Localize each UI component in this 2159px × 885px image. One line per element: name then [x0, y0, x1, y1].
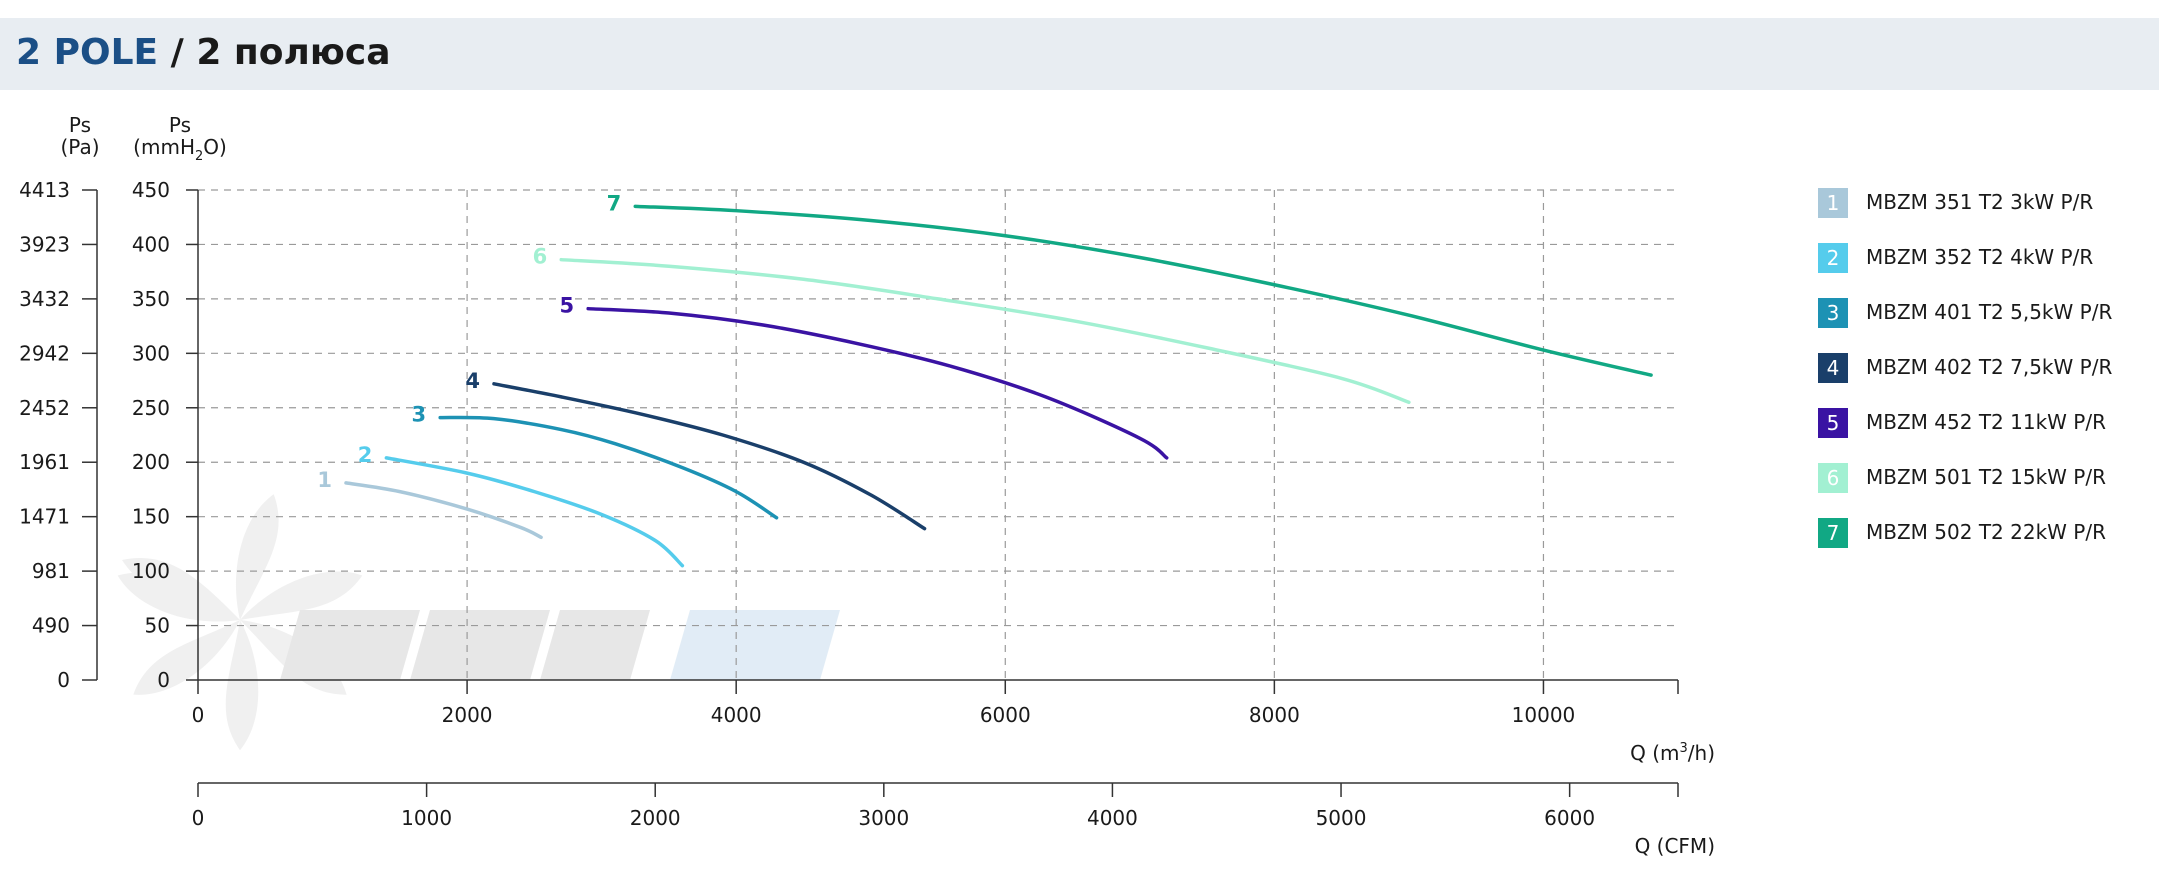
watermark-logo	[117, 494, 840, 751]
series-number-label: 7	[607, 191, 622, 215]
legend-swatch: 7	[1818, 518, 1848, 548]
y-axis-mmh2o-unit: (mmH2O)	[133, 135, 227, 164]
series-line-1	[344, 481, 543, 540]
x-axis-cfm-tick-label: 1000	[401, 806, 452, 830]
y-axis-pa-unit: (Pa)	[60, 135, 99, 159]
y-axis-mmh2o-tick-label: 250	[132, 396, 170, 420]
x-axis-cfm-tick-label: 3000	[858, 806, 909, 830]
page-title: 2 POLE / 2 полюса	[16, 32, 391, 73]
legend-label: MBZM 452 T2 11kW P/R	[1866, 410, 2106, 434]
y-axis-mmh2o-tick-label: 100	[132, 559, 170, 583]
y-axis-pa-tick-label: 1961	[19, 450, 70, 474]
y-axis-mmh2o-tick-label: 0	[157, 668, 170, 692]
series-number-label: 1	[317, 468, 332, 492]
y-axis-pa-tick-label: 4413	[19, 178, 70, 202]
x-axis-m3h-tick-label: 8000	[1249, 703, 1300, 727]
legend-label: MBZM 402 T2 7,5kW P/R	[1866, 355, 2113, 379]
legend-label: MBZM 352 T2 4kW P/R	[1866, 245, 2094, 269]
legend-label: MBZM 351 T2 3kW P/R	[1866, 190, 2094, 214]
legend-swatch: 5	[1818, 408, 1848, 438]
y-axis-mmh2o-tick-label: 350	[132, 287, 170, 311]
x-axis-cfm-tick-label: 0	[192, 806, 205, 830]
y-axis-mmh2o-tick-label: 450	[132, 178, 170, 202]
legend-label: MBZM 501 T2 15kW P/R	[1866, 465, 2106, 489]
x-axis-m3h-tick-label: 6000	[980, 703, 1031, 727]
y-axis-pa-tick-label: 3432	[19, 287, 70, 311]
x-axis-m3h-label-main: Q (m	[1630, 741, 1679, 765]
x-axis-m3h-tick-label: 4000	[711, 703, 762, 727]
chart-header: 2 POLE / 2 полюса	[0, 18, 2159, 90]
legend-swatch: 3	[1818, 298, 1848, 328]
series-line-7	[633, 204, 1653, 377]
series-line-6	[559, 257, 1411, 405]
x-axis-cfm-tick-label: 2000	[630, 806, 681, 830]
axes: 4413392334322942245219611471981490045040…	[19, 178, 1679, 830]
y-axis-pa-tick-label: 0	[57, 668, 70, 692]
y-axis-mmh2o-unit-end: O)	[203, 135, 227, 159]
series-line-3	[438, 415, 779, 520]
y-axis-mmh2o-tick-label: 300	[132, 341, 170, 365]
x-axis-cfm-tick-label: 5000	[1316, 806, 1367, 830]
y-axis-pa-label: Ps	[69, 113, 91, 137]
legend-swatch: 2	[1818, 243, 1848, 273]
series-number-label: 4	[465, 369, 480, 393]
y-axis-pa-tick-label: 2942	[19, 341, 70, 365]
series-line-5	[586, 306, 1169, 460]
grid	[198, 189, 1678, 680]
series-labels: 1 2 3 4 5 6 7	[317, 191, 621, 492]
x-axis-cfm-title: Q (CFM)	[1635, 834, 1715, 858]
series-number-label: 6	[533, 245, 548, 269]
legend-label: MBZM 502 T2 22kW P/R	[1866, 520, 2106, 544]
y-axis-pa-tick-label: 981	[32, 559, 70, 583]
y-axis-mmh2o-title: Ps (mmH2O)	[133, 113, 227, 164]
series-line-2	[384, 456, 685, 568]
series-number-label: 3	[412, 403, 427, 427]
y-axis-mmh2o-label: Ps	[169, 113, 191, 137]
series-line-4	[492, 382, 927, 531]
x-axis-m3h-label-sup: 3	[1680, 741, 1688, 756]
title-ru: / 2 полюса	[170, 32, 391, 73]
y-axis-pa-tick-label: 3923	[19, 232, 70, 256]
x-axis-cfm-tick-label: 6000	[1544, 806, 1595, 830]
title-en: 2 POLE	[16, 32, 159, 73]
x-axis-m3h-title: Q (m3/h)	[1630, 741, 1715, 765]
y-axis-pa-tick-label: 2452	[19, 396, 70, 420]
y-axis-mmh2o-tick-label: 50	[145, 614, 170, 638]
y-axis-pa-tick-label: 1471	[19, 505, 70, 529]
series-number-label: 5	[560, 294, 575, 318]
y-axis-mmh2o-unit-sub: 2	[195, 149, 203, 164]
legend-swatch: 1	[1818, 188, 1848, 218]
x-axis-m3h-tick-label: 2000	[442, 703, 493, 727]
y-axis-mmh2o-unit-main: (mmH	[133, 135, 195, 159]
y-axis-mmh2o-tick-label: 150	[132, 505, 170, 529]
y-axis-mmh2o-tick-label: 400	[132, 232, 170, 256]
y-axis-pa-tick-label: 490	[32, 614, 70, 638]
series-number-label: 2	[358, 443, 373, 467]
legend-swatch: 4	[1818, 353, 1848, 383]
x-axis-cfm-tick-label: 4000	[1087, 806, 1138, 830]
legend-label: MBZM 401 T2 5,5kW P/R	[1866, 300, 2113, 324]
x-axis-m3h-tick-label: 0	[192, 703, 205, 727]
x-axis-m3h-tick-label: 10000	[1512, 703, 1576, 727]
y-axis-mmh2o-tick-label: 200	[132, 450, 170, 474]
series-lines	[344, 204, 1653, 568]
legend-swatch: 6	[1818, 463, 1848, 493]
y-axis-pa-title: Ps (Pa)	[60, 113, 99, 159]
x-axis-m3h-label-end: /h)	[1688, 741, 1715, 765]
